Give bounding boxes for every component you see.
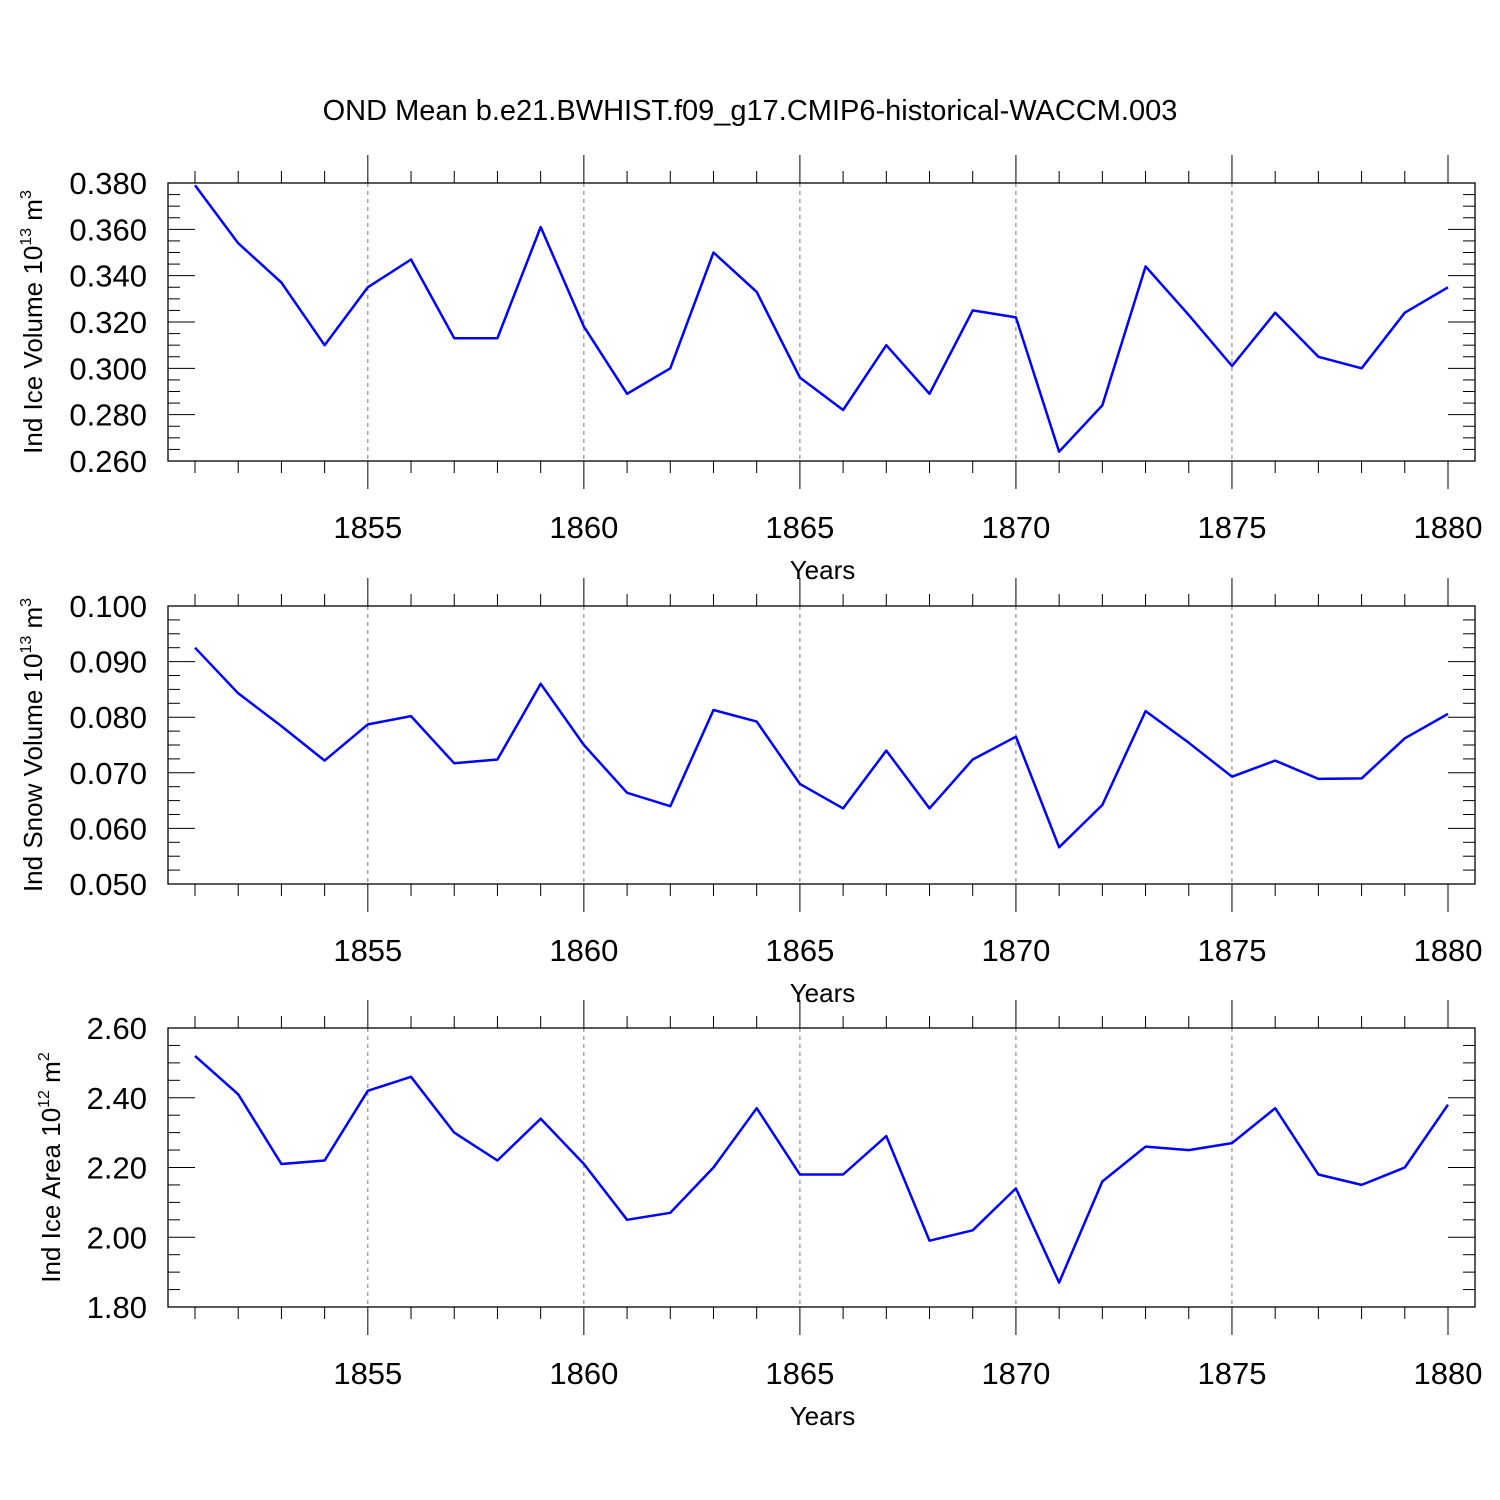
plot-frame — [167, 182, 1476, 462]
x-axis-label: Years — [790, 1401, 856, 1431]
x-axis-label: Years — [790, 555, 856, 585]
x-tick-label: 1870 — [981, 1356, 1050, 1391]
panel-ice-area: 1.80 2.00 2.20 2.40 2.60 1855 1860 1865 1870 1875… — [36, 1000, 1482, 1431]
y-tick-label: 0.320 — [69, 305, 147, 340]
y-tick-label: 0.360 — [69, 212, 147, 247]
y-tick-label: 0.070 — [69, 756, 147, 791]
x-tick-label: 1870 — [981, 510, 1050, 545]
y-tick-label: 0.050 — [69, 867, 147, 902]
panel-ice-volume: 0.260 0.280 0.300 0.320 0.340 0.360 0.380 1855 1… — [18, 155, 1482, 585]
x-tick-label: 1855 — [333, 933, 402, 968]
y-axis-label: Ind Ice Area 1012 m2 — [36, 1052, 66, 1283]
x-tick-label: 1875 — [1197, 933, 1266, 968]
plot-frame — [167, 605, 1476, 885]
x-tick-label: 1860 — [549, 1356, 618, 1391]
y-tick-label: 0.380 — [69, 166, 147, 201]
y-axis-label: Ind Ice Volume 1013 m3 — [18, 190, 48, 454]
x-tick-label: 1860 — [549, 510, 618, 545]
x-tick-label: 1860 — [549, 933, 618, 968]
y-tick-label: 2.40 — [87, 1081, 147, 1116]
x-tick-label: 1865 — [765, 510, 834, 545]
y-tick-label: 0.280 — [69, 398, 147, 433]
x-tick-label: 1865 — [765, 1356, 834, 1391]
y-tick-label: 2.20 — [87, 1151, 147, 1186]
y-tick-label: 0.060 — [69, 811, 147, 846]
x-tick-label: 1875 — [1197, 510, 1266, 545]
x-axis-label: Years — [790, 978, 856, 1008]
series-line — [194, 646, 1449, 849]
x-tick-label: 1870 — [981, 933, 1050, 968]
y-tick-label: 0.340 — [69, 259, 147, 294]
x-tick-label: 1880 — [1414, 933, 1483, 968]
x-tick-label: 1880 — [1414, 1356, 1483, 1391]
y-tick-label: 0.260 — [69, 444, 147, 479]
y-tick-label: 0.300 — [69, 351, 147, 386]
x-tick-label: 1880 — [1414, 510, 1483, 545]
y-axis-label: Ind Snow Volume 1013 m3 — [18, 598, 48, 892]
y-tick-label: 2.00 — [87, 1220, 147, 1255]
series-line — [193, 184, 1449, 453]
series-line — [194, 1054, 1450, 1284]
y-tick-label: 0.090 — [69, 645, 147, 680]
y-tick-label: 0.100 — [69, 589, 147, 624]
x-tick-label: 1855 — [333, 1356, 402, 1391]
y-tick-label: 2.60 — [87, 1011, 147, 1046]
y-tick-label: 0.080 — [69, 700, 147, 735]
chart-title: OND Mean b.e21.BWHIST.f09_g17.CMIP6-hist… — [323, 95, 1178, 127]
x-tick-label: 1875 — [1197, 1356, 1266, 1391]
y-tick-label: 1.80 — [87, 1290, 147, 1325]
x-tick-label: 1865 — [765, 933, 834, 968]
x-tick-label: 1855 — [333, 510, 402, 545]
plot-frame — [167, 1027, 1476, 1308]
panel-snow-volume: 0.050 0.060 0.070 0.080 0.090 0.100 1855 1860 18… — [18, 578, 1482, 1008]
